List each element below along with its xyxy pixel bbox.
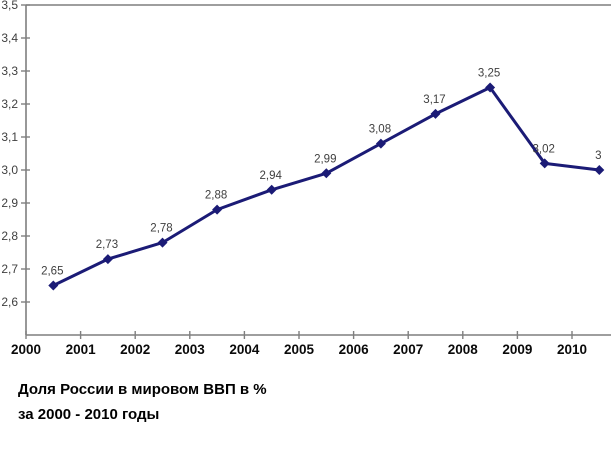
x-axis-tick-label: 2004 bbox=[229, 342, 260, 357]
data-point-label: 2,99 bbox=[314, 153, 336, 165]
x-axis-tick-label: 2006 bbox=[339, 342, 370, 357]
line-chart: 2,6 2,7 2,8 2,9 3,0 3,1 3,2 3,3 3,4 3,5 2000 2001 20… bbox=[1, 0, 611, 357]
data-point-marker bbox=[594, 165, 605, 175]
caption-line-2: за 2000 - 2010 годы bbox=[18, 406, 160, 423]
data-point-marker bbox=[212, 204, 223, 215]
y-axis-tick-label: 3,0 bbox=[1, 163, 18, 177]
y-axis-tick-label: 3,5 bbox=[1, 0, 18, 12]
data-point-label: 2,88 bbox=[205, 190, 227, 202]
x-axis-tick-label: 2007 bbox=[393, 342, 423, 357]
x-axis-tick-label: 2010 bbox=[557, 342, 587, 357]
x-axis-tick-label: 2009 bbox=[502, 342, 532, 357]
x-axis-tick-label: 2002 bbox=[120, 342, 150, 357]
y-axis-tick-label: 3,4 bbox=[1, 31, 18, 45]
data-point-label: 3,25 bbox=[478, 68, 500, 80]
data-point-marker bbox=[430, 108, 441, 119]
data-point-label: 3,08 bbox=[369, 124, 391, 136]
x-axis-tick-label: 2000 bbox=[11, 342, 41, 357]
data-point-marker bbox=[539, 158, 550, 169]
x-axis-tick-label: 2001 bbox=[66, 342, 97, 357]
y-axis-tick-label: 3,3 bbox=[1, 64, 18, 78]
data-point-label: 3 bbox=[595, 150, 601, 162]
data-point-marker bbox=[321, 168, 332, 179]
y-axis-tick-label: 3,1 bbox=[1, 130, 18, 144]
y-axis-tick-label: 2,8 bbox=[1, 229, 18, 243]
chart-line bbox=[51, 86, 601, 287]
data-point-marker bbox=[157, 237, 168, 248]
data-point-label: 2,94 bbox=[260, 170, 283, 182]
data-point-label: 2,73 bbox=[96, 239, 118, 251]
x-axis-tick-label: 2003 bbox=[175, 342, 206, 357]
y-axis-tick-label: 3,2 bbox=[1, 97, 18, 111]
x-axis-tick-label: 2005 bbox=[284, 342, 315, 357]
x-axis-tick-label: 2008 bbox=[448, 342, 479, 357]
data-point-marker bbox=[375, 138, 386, 149]
y-axis-tick-label: 2,7 bbox=[1, 262, 18, 276]
data-point-marker bbox=[485, 82, 496, 93]
data-point-label: 2,65 bbox=[41, 266, 63, 278]
data-point-label: 3,17 bbox=[423, 94, 445, 106]
chart-caption: Доля России в мировом ВВП в % за 2000 - … bbox=[18, 377, 267, 427]
data-point-marker bbox=[48, 280, 59, 291]
data-point-label: 2,78 bbox=[150, 223, 172, 235]
caption-line-1: Доля России в мировом ВВП в % bbox=[18, 381, 267, 398]
data-point-label: 3,02 bbox=[533, 143, 555, 155]
y-axis-tick-label: 2,6 bbox=[1, 295, 18, 309]
data-point-marker bbox=[266, 184, 277, 195]
data-point-marker bbox=[102, 254, 113, 265]
y-axis-tick-label: 2,9 bbox=[1, 196, 18, 210]
